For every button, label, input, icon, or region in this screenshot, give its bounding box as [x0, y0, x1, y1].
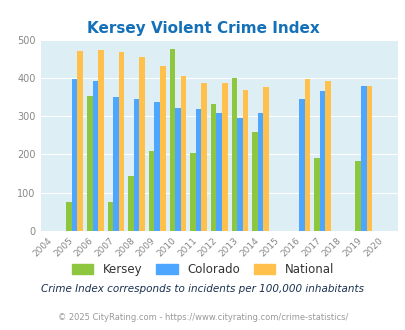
Bar	[87, 96, 92, 231]
Bar	[242, 90, 247, 231]
Bar	[92, 81, 98, 231]
Bar	[134, 99, 139, 231]
Bar	[360, 85, 366, 231]
Bar	[190, 152, 195, 231]
Bar	[154, 102, 160, 231]
Bar	[119, 52, 124, 231]
Bar	[139, 57, 145, 231]
Bar	[113, 97, 119, 231]
Text: © 2025 CityRating.com - https://www.cityrating.com/crime-statistics/: © 2025 CityRating.com - https://www.city…	[58, 313, 347, 322]
Bar	[222, 83, 227, 231]
Bar	[257, 113, 263, 231]
Bar	[98, 50, 103, 231]
Bar	[324, 81, 330, 231]
Bar	[354, 161, 360, 231]
Bar	[319, 91, 324, 231]
Bar	[149, 150, 154, 231]
Bar	[366, 86, 371, 231]
Bar	[160, 66, 165, 231]
Bar	[313, 158, 319, 231]
Bar	[195, 109, 201, 231]
Bar	[180, 76, 186, 231]
Bar	[107, 202, 113, 231]
Bar	[201, 83, 207, 231]
Bar	[231, 78, 237, 231]
Bar	[298, 99, 304, 231]
Legend: Kersey, Colorado, National: Kersey, Colorado, National	[67, 258, 338, 281]
Bar	[175, 108, 180, 231]
Bar	[169, 49, 175, 231]
Bar	[304, 79, 309, 231]
Bar	[237, 118, 242, 231]
Bar	[210, 104, 216, 231]
Text: Kersey Violent Crime Index: Kersey Violent Crime Index	[86, 21, 319, 36]
Bar	[72, 79, 77, 231]
Bar	[66, 202, 72, 231]
Text: Crime Index corresponds to incidents per 100,000 inhabitants: Crime Index corresponds to incidents per…	[41, 284, 364, 294]
Bar	[216, 113, 222, 231]
Bar	[263, 87, 268, 231]
Bar	[252, 132, 257, 231]
Bar	[128, 176, 134, 231]
Bar	[77, 51, 83, 231]
